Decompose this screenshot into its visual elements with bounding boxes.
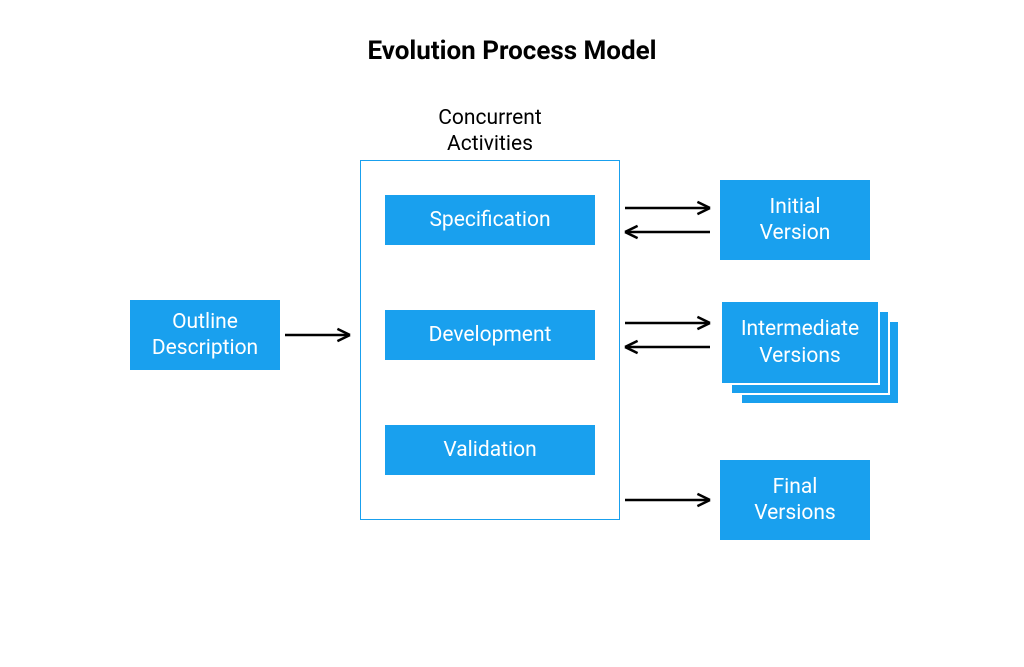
node-outline-label: OutlineDescription xyxy=(152,309,258,362)
node-initial-label: InitialVersion xyxy=(760,194,831,247)
node-development: Development xyxy=(385,310,595,360)
node-specification-label: Specification xyxy=(429,207,550,233)
node-outline: OutlineDescription xyxy=(130,300,280,370)
diagram-title: Evolution Process Model xyxy=(0,36,1024,66)
node-specification: Specification xyxy=(385,195,595,245)
node-validation: Validation xyxy=(385,425,595,475)
node-validation-label: Validation xyxy=(443,437,536,463)
node-intermediate-label: IntermediateVersions xyxy=(741,316,859,369)
node-intermediate: IntermediateVersions xyxy=(720,300,880,385)
node-development-label: Development xyxy=(429,322,552,348)
node-final-label: FinalVersions xyxy=(754,474,836,527)
node-final: FinalVersions xyxy=(720,460,870,540)
concurrent-activities-label: ConcurrentActivities xyxy=(390,105,590,158)
node-initial: InitialVersion xyxy=(720,180,870,260)
